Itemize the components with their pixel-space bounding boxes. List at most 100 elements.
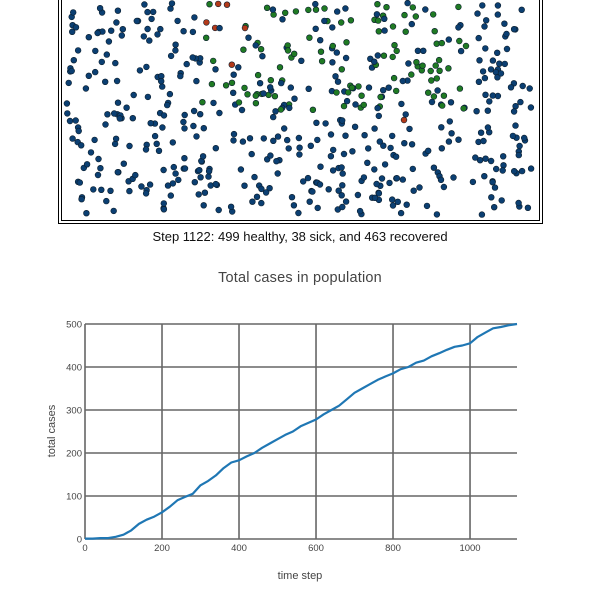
- particle: [432, 62, 439, 69]
- particle: [309, 106, 317, 114]
- particle: [408, 141, 416, 148]
- particle: [450, 174, 457, 181]
- particle: [208, 80, 216, 88]
- particle: [352, 101, 359, 108]
- particle: [262, 189, 270, 196]
- particle: [215, 206, 222, 214]
- particle: [393, 87, 400, 95]
- particle: [183, 60, 190, 68]
- particle: [381, 15, 388, 22]
- particle: [448, 130, 455, 137]
- particle: [163, 101, 171, 109]
- particle: [296, 151, 303, 158]
- particle: [402, 28, 409, 35]
- particle: [335, 187, 342, 194]
- particle: [312, 25, 319, 32]
- particle: [378, 175, 386, 182]
- particle: [389, 53, 396, 61]
- particle: [355, 83, 362, 90]
- particle: [371, 58, 378, 65]
- particle: [340, 150, 348, 158]
- particle: [157, 77, 165, 85]
- particle: [66, 117, 74, 125]
- particle: [476, 157, 484, 164]
- particle: [351, 123, 359, 131]
- particle: [483, 17, 490, 24]
- particle: [521, 134, 528, 142]
- particle: [114, 99, 122, 106]
- particle: [267, 76, 275, 84]
- particle: [200, 124, 208, 132]
- particle: [391, 41, 398, 49]
- particle: [474, 10, 481, 17]
- particle: [256, 79, 264, 87]
- particle: [155, 147, 163, 155]
- particle: [373, 180, 380, 188]
- particle: [159, 124, 166, 131]
- particle: [354, 191, 362, 199]
- particle: [113, 77, 121, 85]
- particle: [69, 9, 77, 16]
- particle: [481, 173, 488, 180]
- particle: [428, 77, 435, 84]
- line-chart: 0 200 400 600 800 1000 0 100 200 300 400 500: [66, 320, 518, 554]
- particle: [478, 211, 486, 218]
- particle: [68, 28, 76, 35]
- particle: [230, 130, 238, 138]
- particle: [160, 206, 168, 213]
- particle: [190, 122, 197, 130]
- particle: [527, 104, 535, 111]
- particle: [377, 93, 384, 101]
- particle: [501, 20, 508, 27]
- particle: [246, 135, 254, 142]
- particle: [160, 166, 167, 174]
- particle: [95, 155, 102, 163]
- particle: [126, 187, 133, 195]
- particle: [360, 174, 368, 181]
- particle: [112, 135, 120, 143]
- particle: [445, 65, 452, 72]
- particle: [260, 135, 268, 142]
- particle: [334, 78, 342, 85]
- particle: [486, 98, 493, 105]
- particle: [339, 117, 346, 124]
- particle: [482, 45, 489, 52]
- particle: [487, 157, 495, 165]
- particle: [329, 24, 336, 31]
- particle: [274, 170, 281, 177]
- particle: [343, 39, 350, 46]
- particle: [371, 194, 379, 202]
- y-tick-label: 200: [66, 449, 82, 460]
- particle: [439, 102, 446, 109]
- particle: [212, 66, 219, 73]
- particle: [409, 165, 416, 173]
- particle: [74, 47, 82, 54]
- particle: [148, 15, 155, 23]
- particle: [69, 135, 76, 142]
- simulation-caption: Step 1122: 499 healthy, 38 sick, and 463…: [152, 229, 448, 244]
- particle: [295, 209, 302, 217]
- particle: [425, 147, 432, 155]
- particle: [160, 200, 168, 207]
- particle: [409, 4, 416, 11]
- particle: [223, 1, 231, 8]
- particle: [393, 47, 400, 55]
- particle: [101, 78, 109, 86]
- particle: [197, 174, 204, 181]
- particle: [375, 28, 382, 35]
- particle: [252, 42, 259, 49]
- particle: [199, 153, 207, 160]
- particle: [390, 74, 398, 82]
- particle: [147, 119, 154, 127]
- particle: [181, 155, 188, 162]
- particle: [296, 144, 303, 151]
- particle: [371, 166, 378, 173]
- particle: [273, 158, 280, 165]
- particle: [292, 8, 300, 15]
- particle: [85, 72, 92, 80]
- particle: [290, 202, 298, 209]
- particle: [527, 165, 535, 172]
- particle: [380, 52, 388, 59]
- particle: [476, 57, 483, 64]
- particle: [316, 181, 324, 188]
